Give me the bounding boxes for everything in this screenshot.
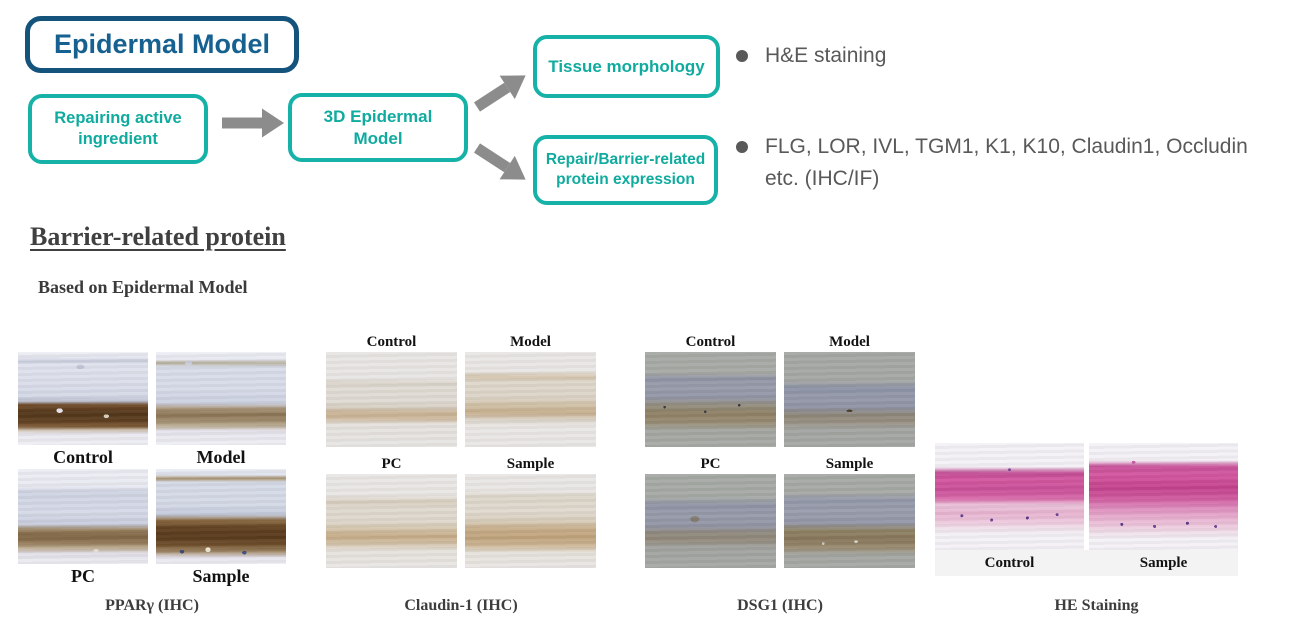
label-row: PC Sample (326, 455, 596, 474)
bullet-protein-markers-line2: etc. (IHC/IF) (765, 166, 880, 190)
gallery-group-he-staining: Control Sample (935, 443, 1238, 576)
gallery-group-dsg1: Control Model PC Sample (645, 333, 915, 568)
epidermal-model-title: Epidermal Model (53, 29, 271, 59)
label-row: Control Model (326, 333, 596, 352)
flow-node-repairing-active-ingredient: Repairing active ingredient (28, 94, 208, 164)
flow-node-label: 3D Epidermal Model (323, 107, 433, 148)
histology-image-pparg-control (18, 352, 148, 445)
group-caption-he-staining: HE Staining (1054, 597, 1139, 614)
bullet-dot (736, 50, 748, 62)
down-right-arrow-icon (474, 143, 526, 180)
label-row: Control Model (18, 445, 286, 469)
image-label: PC (71, 565, 95, 586)
right-arrow-icon (222, 108, 284, 138)
bullet-hne-staining: H&E staining (765, 44, 887, 67)
gallery-group-pparg: Control Model PC Sample (18, 352, 286, 588)
histology-image-he-control (935, 443, 1084, 550)
image-row (326, 474, 596, 568)
flow-node-label: Repairing active ingredient (54, 109, 182, 148)
label-row: Control Model (645, 333, 915, 352)
image-label: Sample (825, 456, 874, 472)
image-label: Model (829, 334, 870, 350)
histology-image-claudin1-pc (326, 474, 457, 568)
flow-node-repair-barrier-protein-expression: Repair/Barrier-related protein expressio… (533, 135, 718, 205)
image-row (645, 474, 915, 568)
image-label: Sample (1139, 554, 1188, 571)
bullet-protein-markers-line1: FLG, LOR, IVL, TGM1, K1, K10, Claudin1, … (765, 135, 1248, 158)
image-row (18, 352, 286, 445)
histology-image-dsg1-control (645, 352, 776, 447)
epidermal-model-title-box: Epidermal Model (25, 16, 299, 73)
histology-image-claudin1-sample (465, 474, 596, 568)
flow-node-label: Tissue morphology (548, 56, 705, 76)
image-label: Sample (506, 456, 555, 472)
label-row: Control Sample (935, 550, 1238, 576)
gallery-group-claudin1: Control Model PC Sample (326, 333, 596, 568)
image-label: Control (984, 554, 1035, 571)
bullet-protein-markers: FLG, LOR, IVL, TGM1, K1, K10, Claudin1, … (765, 131, 1295, 194)
sub-heading-based-on-epidermal-model: Based on Epidermal Model (38, 277, 248, 297)
image-label: Sample (192, 565, 250, 586)
image-row (645, 352, 915, 447)
image-row (935, 443, 1238, 550)
group-caption-claudin1: Claudin-1 (IHC) (404, 597, 518, 614)
label-row: PC Sample (645, 455, 915, 474)
histology-image-dsg1-model (784, 352, 915, 447)
image-row (18, 469, 286, 564)
histology-image-pparg-pc (18, 469, 148, 564)
image-label: PC (381, 456, 402, 472)
image-label: Model (196, 446, 246, 467)
histology-image-dsg1-pc (645, 474, 776, 568)
flow-node-label: Repair/Barrier-related protein expressio… (545, 150, 706, 188)
bullet-dot (736, 141, 748, 153)
group-caption-dsg1: DSG1 (IHC) (737, 597, 823, 614)
histology-image-dsg1-sample (784, 474, 915, 568)
image-label: Model (510, 334, 551, 350)
section-heading-barrier-related-protein: Barrier-related protein (30, 222, 286, 251)
image-label: Control (685, 334, 736, 350)
histology-image-claudin1-control (326, 352, 457, 447)
histology-image-he-sample (1089, 443, 1238, 550)
image-label: Control (366, 334, 417, 350)
image-label: PC (700, 456, 721, 472)
histology-image-claudin1-model (465, 352, 596, 447)
histology-image-pparg-sample (156, 469, 286, 564)
up-right-arrow-icon (474, 75, 526, 112)
image-label: Control (53, 446, 113, 467)
image-row (326, 352, 596, 447)
flow-node-tissue-morphology: Tissue morphology (533, 35, 720, 98)
flow-node-3d-epidermal-model: 3D Epidermal Model (288, 93, 468, 162)
group-caption-pparg: PPARγ (IHC) (105, 597, 199, 614)
label-row: PC Sample (18, 564, 286, 588)
histology-image-pparg-model (156, 352, 286, 445)
